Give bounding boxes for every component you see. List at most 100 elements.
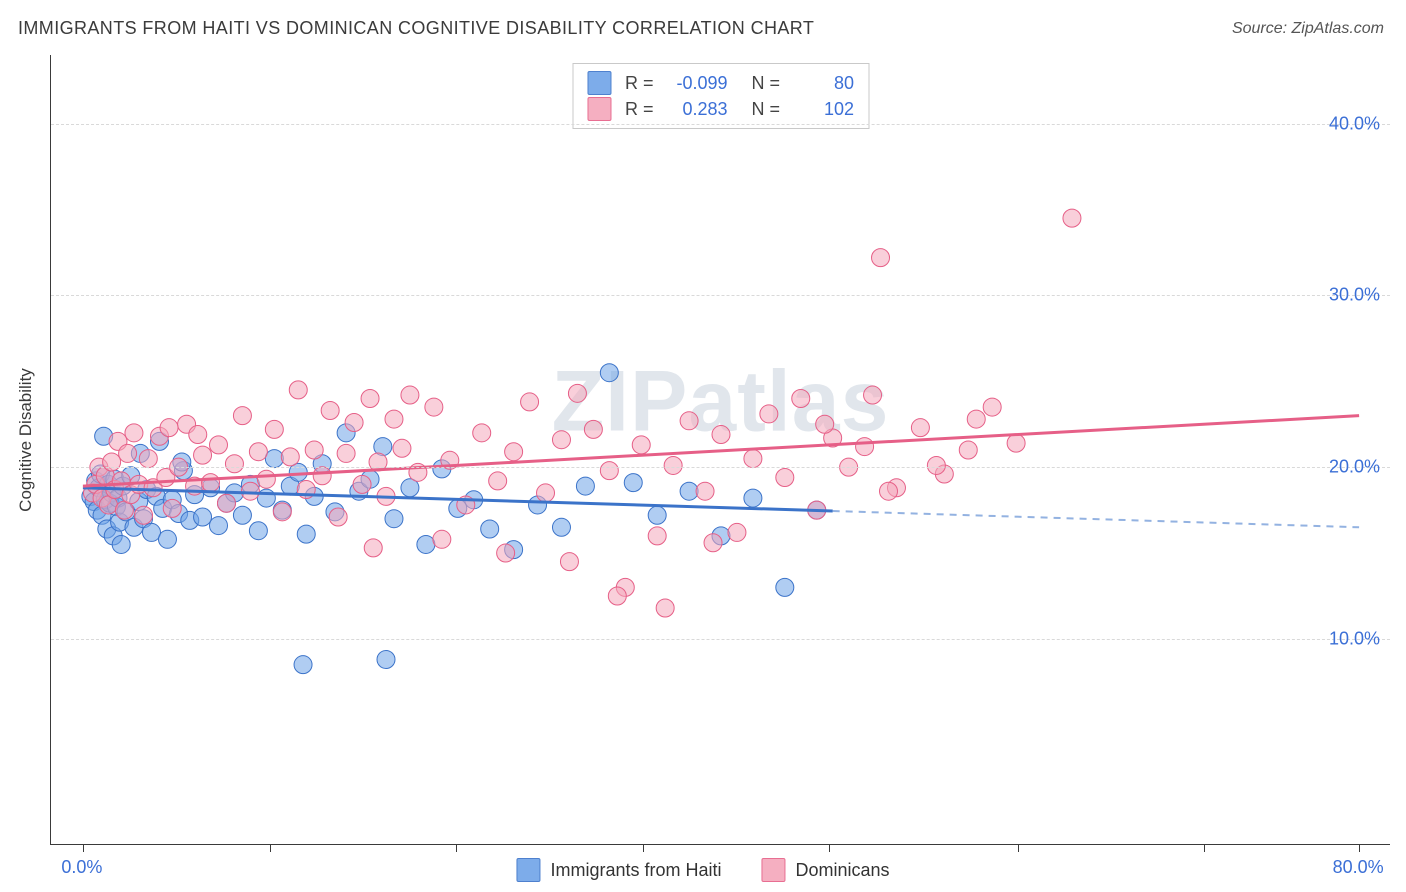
trend-line-haiti-extrapolated — [833, 511, 1359, 527]
stat-n-haiti: 80 — [790, 70, 854, 96]
data-point-dominicans — [880, 482, 898, 500]
data-point-dominicans — [856, 438, 874, 456]
data-point-dominicans — [967, 410, 985, 428]
data-point-dominicans — [505, 443, 523, 461]
data-point-haiti — [481, 520, 499, 538]
data-point-haiti — [143, 523, 161, 541]
data-point-dominicans — [305, 441, 323, 459]
data-point-dominicans — [656, 599, 674, 617]
data-point-dominicans — [537, 484, 555, 502]
data-point-dominicans — [281, 448, 299, 466]
data-point-dominicans — [385, 410, 403, 428]
legend-label-haiti: Immigrants from Haiti — [550, 860, 721, 881]
data-point-dominicans — [983, 398, 1001, 416]
legend-stats-row-dominicans: R = 0.283 N = 102 — [587, 96, 854, 122]
data-point-dominicans — [135, 506, 153, 524]
data-point-dominicans — [313, 467, 331, 485]
grid-line — [51, 124, 1390, 125]
stat-label-n: N = — [742, 70, 781, 96]
data-point-dominicans — [241, 482, 259, 500]
data-point-dominicans — [728, 523, 746, 541]
data-point-dominicans — [189, 426, 207, 444]
data-point-dominicans — [568, 384, 586, 402]
data-point-dominicans — [329, 508, 347, 526]
x-tick — [1204, 844, 1205, 852]
data-point-dominicans — [911, 419, 929, 437]
data-point-haiti — [294, 656, 312, 674]
swatch-haiti — [516, 858, 540, 882]
data-point-haiti — [377, 651, 395, 669]
data-point-dominicans — [337, 444, 355, 462]
legend-item-dominicans: Dominicans — [761, 858, 889, 882]
x-tick — [270, 844, 271, 852]
data-point-haiti — [576, 477, 594, 495]
data-point-haiti — [600, 364, 618, 382]
data-point-haiti — [158, 530, 176, 548]
y-tick-label: 20.0% — [1329, 457, 1380, 478]
data-point-dominicans — [704, 534, 722, 552]
data-point-dominicans — [473, 424, 491, 442]
data-point-haiti — [210, 517, 228, 535]
data-point-dominicans — [696, 482, 714, 500]
grid-line — [51, 639, 1390, 640]
legend-label-dominicans: Dominicans — [795, 860, 889, 881]
data-point-dominicans — [744, 450, 762, 468]
data-point-haiti — [265, 450, 283, 468]
data-point-dominicans — [560, 553, 578, 571]
data-point-haiti — [249, 522, 267, 540]
data-point-dominicans — [289, 381, 307, 399]
data-point-dominicans — [552, 431, 570, 449]
data-point-dominicans — [664, 456, 682, 474]
grid-line — [51, 467, 1390, 468]
data-point-dominicans — [608, 587, 626, 605]
data-point-dominicans — [872, 249, 890, 267]
data-point-dominicans — [864, 386, 882, 404]
source-attribution: Source: ZipAtlas.com — [1232, 20, 1384, 38]
data-point-dominicans — [1063, 209, 1081, 227]
swatch-haiti — [587, 71, 611, 95]
data-point-dominicans — [792, 389, 810, 407]
data-point-dominicans — [103, 453, 121, 471]
data-point-dominicans — [194, 446, 212, 464]
x-tick — [83, 844, 84, 852]
data-point-haiti — [648, 506, 666, 524]
x-tick — [1018, 844, 1019, 852]
grid-line — [51, 295, 1390, 296]
data-point-dominicans — [217, 494, 235, 512]
data-point-dominicans — [210, 436, 228, 454]
data-point-dominicans — [119, 444, 137, 462]
data-point-haiti — [776, 578, 794, 596]
data-point-dominicans — [364, 539, 382, 557]
y-tick-label: 40.0% — [1329, 113, 1380, 134]
stat-label-r: R = — [625, 96, 654, 122]
data-point-haiti — [194, 508, 212, 526]
data-point-dominicans — [233, 407, 251, 425]
data-point-haiti — [233, 506, 251, 524]
data-point-dominicans — [600, 462, 618, 480]
data-point-dominicans — [489, 472, 507, 490]
data-point-dominicans — [927, 456, 945, 474]
data-point-dominicans — [816, 415, 834, 433]
data-point-haiti — [552, 518, 570, 536]
data-point-dominicans — [648, 527, 666, 545]
data-point-dominicans — [257, 470, 275, 488]
x-tick-label: 80.0% — [1333, 857, 1384, 878]
x-tick — [829, 844, 830, 852]
data-point-dominicans — [202, 474, 220, 492]
legend-stats-box: R = -0.099 N = 80 R = 0.283 N = 102 — [572, 63, 869, 129]
data-point-dominicans — [632, 436, 650, 454]
data-point-dominicans — [160, 419, 178, 437]
stat-label-n: N = — [742, 96, 781, 122]
y-axis-title: Cognitive Disability — [16, 368, 36, 512]
chart-title: IMMIGRANTS FROM HAITI VS DOMINICAN COGNI… — [18, 18, 814, 39]
data-point-haiti — [297, 525, 315, 543]
data-point-haiti — [417, 535, 435, 553]
data-point-dominicans — [163, 499, 181, 517]
data-point-dominicans — [401, 386, 419, 404]
x-tick-label: 0.0% — [61, 857, 102, 878]
plot-svg — [51, 55, 1390, 844]
data-point-haiti — [385, 510, 403, 528]
data-point-dominicans — [393, 439, 411, 457]
data-point-dominicans — [139, 450, 157, 468]
data-point-dominicans — [584, 420, 602, 438]
